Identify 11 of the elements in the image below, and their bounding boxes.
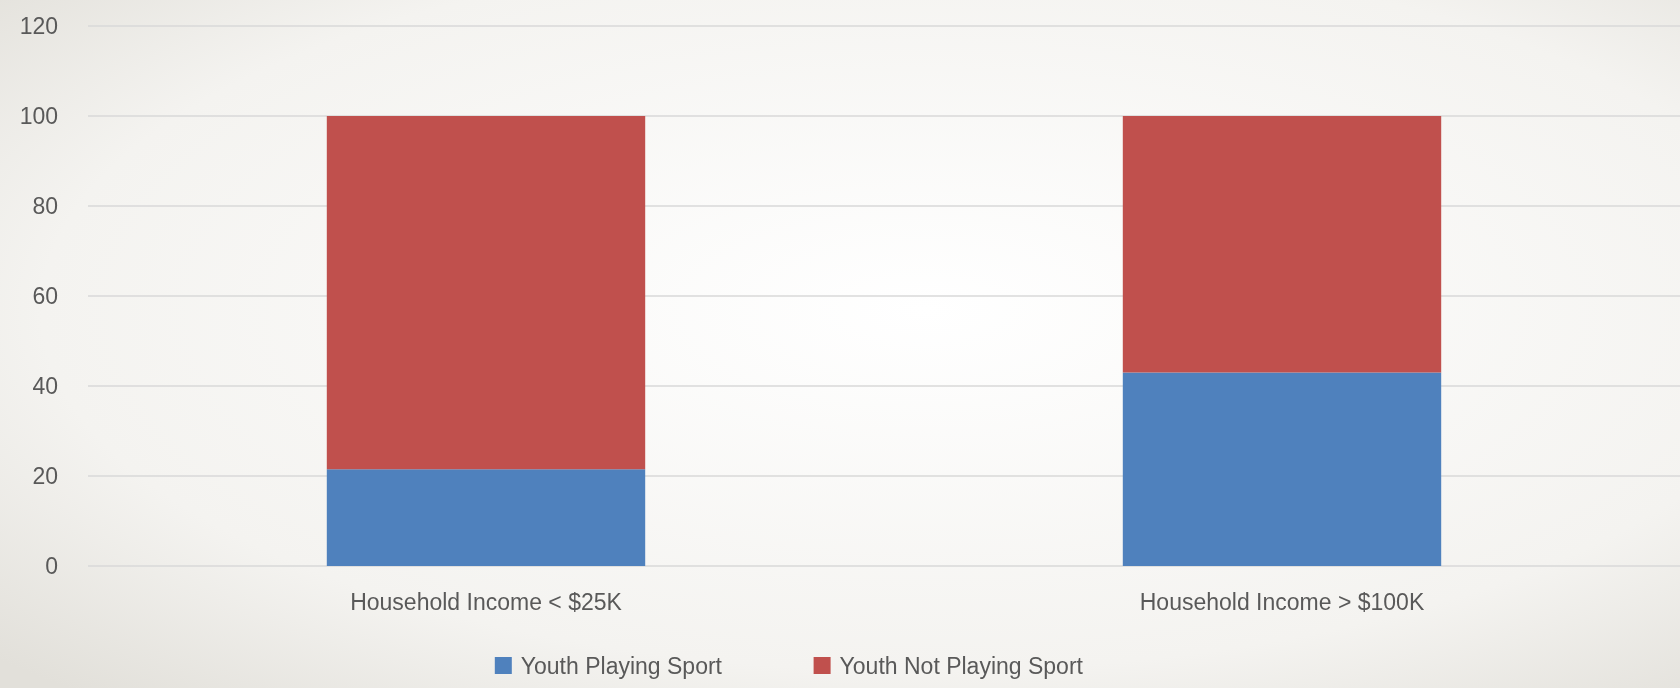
y-tick-label: 100 — [19, 103, 58, 130]
y-tick-label: 60 — [32, 283, 58, 310]
y-tick-label: 0 — [45, 553, 58, 580]
y-tick-label: 120 — [19, 13, 58, 40]
legend-label: Youth Not Playing Sport — [839, 653, 1084, 680]
legend-label: Youth Playing Sport — [520, 653, 723, 680]
y-tick-label: 40 — [32, 373, 58, 400]
x-tick-label: Household Income > $100K — [1139, 589, 1425, 615]
x-tick-label: Household Income < $25K — [350, 589, 623, 615]
y-tick-label: 20 — [32, 463, 58, 490]
y-tick-label: 80 — [32, 193, 58, 220]
